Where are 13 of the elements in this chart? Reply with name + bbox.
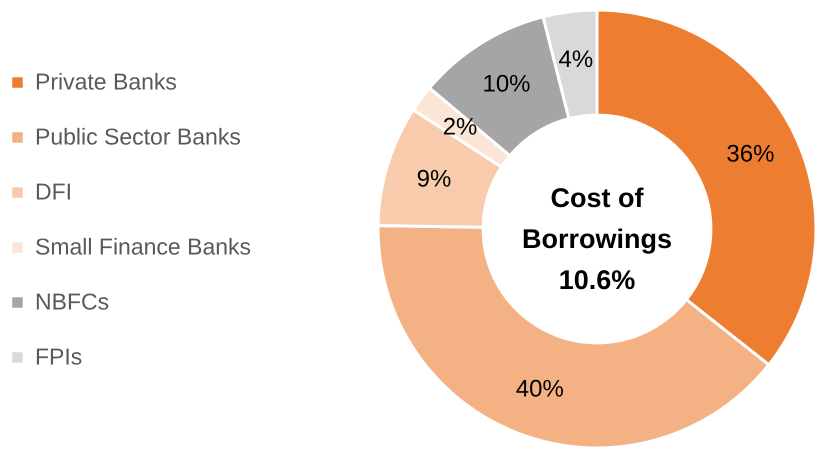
legend-label: Public Sector Banks <box>35 124 241 150</box>
legend-label: Small Finance Banks <box>35 234 252 260</box>
data-label: 10% <box>482 70 531 98</box>
legend-label: NBFCs <box>35 288 110 314</box>
text: Cost of Borrowings 10.6% <box>522 183 672 295</box>
data-label: 36% <box>726 140 774 168</box>
data-label: 2% <box>442 114 478 141</box>
legend-label: FPIs <box>35 344 82 370</box>
legend-label: Private Banks <box>35 68 177 94</box>
legend-label: DFI <box>35 178 72 204</box>
data-label: 9% <box>416 165 452 192</box>
data-label: 4% <box>558 46 594 73</box>
data-label: 40% <box>516 376 564 403</box>
